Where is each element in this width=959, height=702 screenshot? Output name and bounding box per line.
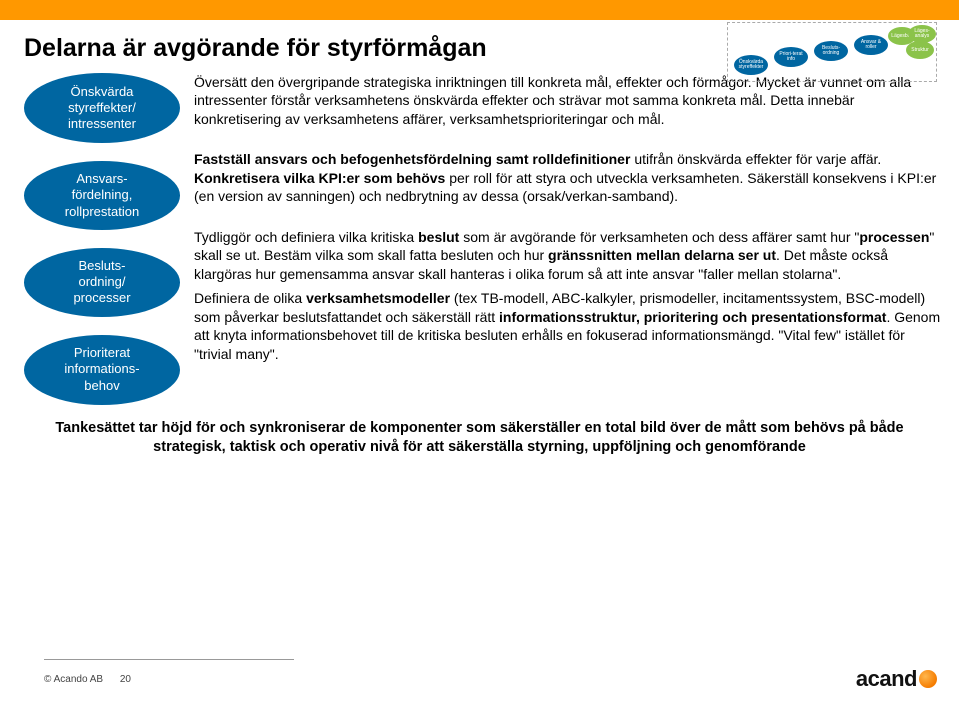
p4a: Definiera de olika [194,290,306,306]
copyright: © Acando AB [44,674,103,685]
p3c: som är avgörande för verksamheten och de… [463,229,859,245]
accent-bar [0,0,959,20]
p3b: beslut [418,229,463,245]
para-2: Fastställ ansvars och befogenhetsfördeln… [194,150,941,205]
diagram-node-0: Önskvärda styreffekter [734,55,768,75]
p2a: Fastställ ansvars och befogenhetsfördeln… [194,151,634,167]
pill-column: Önskvärdastyreffekter/intressenter Ansvar… [24,73,180,405]
p1a: Översätt den övergripande strategiska in… [194,74,756,90]
diagram-node-5: Struktur [906,41,934,59]
footer-divider [44,659,294,660]
pill-1: Ansvars-fördelning,rollprestation [24,161,180,230]
footer-left: © Acando AB 20 [44,674,131,685]
text-column: Översätt den övergripande strategiska in… [194,73,941,405]
content-area: Önskvärdastyreffekter/intressenter Ansvar… [0,73,959,405]
p3a: Tydliggör och definiera vilka kritiska [194,229,418,245]
para-4: Definiera de olika verksamhetsmodeller (… [194,289,941,363]
p4d: informationsstruktur, prioritering och p… [499,309,886,325]
diagram-node-1: Priori-terat info [774,47,808,67]
diagram-node-2: Besluts-ordning [814,41,848,61]
footer: © Acando AB 20 acand [0,666,959,692]
pill-0: Önskvärdastyreffekter/intressenter [24,73,180,143]
p2b: utifrån önskvärda effekter för varje aff… [634,151,881,167]
p3f: gränssnitten mellan delarna ser ut [548,247,776,263]
pill-3: Prioriteratinformations-behov [24,335,180,405]
diagram-node-6: Läges-analys [908,25,936,43]
mini-diagram: Önskvärda styreffekter Priori-terat info B… [727,22,937,82]
p3d: processen [859,229,929,245]
logo-text: acand [856,666,917,692]
summary-text: Tankesättet tar höjd för och synkroniser… [30,419,929,458]
logo-dot-icon [919,670,937,688]
p4b: verksamhetsmodeller [306,290,454,306]
p2c: Konkretisera vilka KPI:er som behövs [194,170,449,186]
pill-2: Besluts-ordning/processer [24,248,180,317]
para-3: Tydliggör och definiera vilka kritiska b… [194,228,941,283]
page-number: 20 [120,674,131,685]
logo: acand [856,666,937,692]
diagram-node-3: Ansvar & roller [854,35,888,55]
